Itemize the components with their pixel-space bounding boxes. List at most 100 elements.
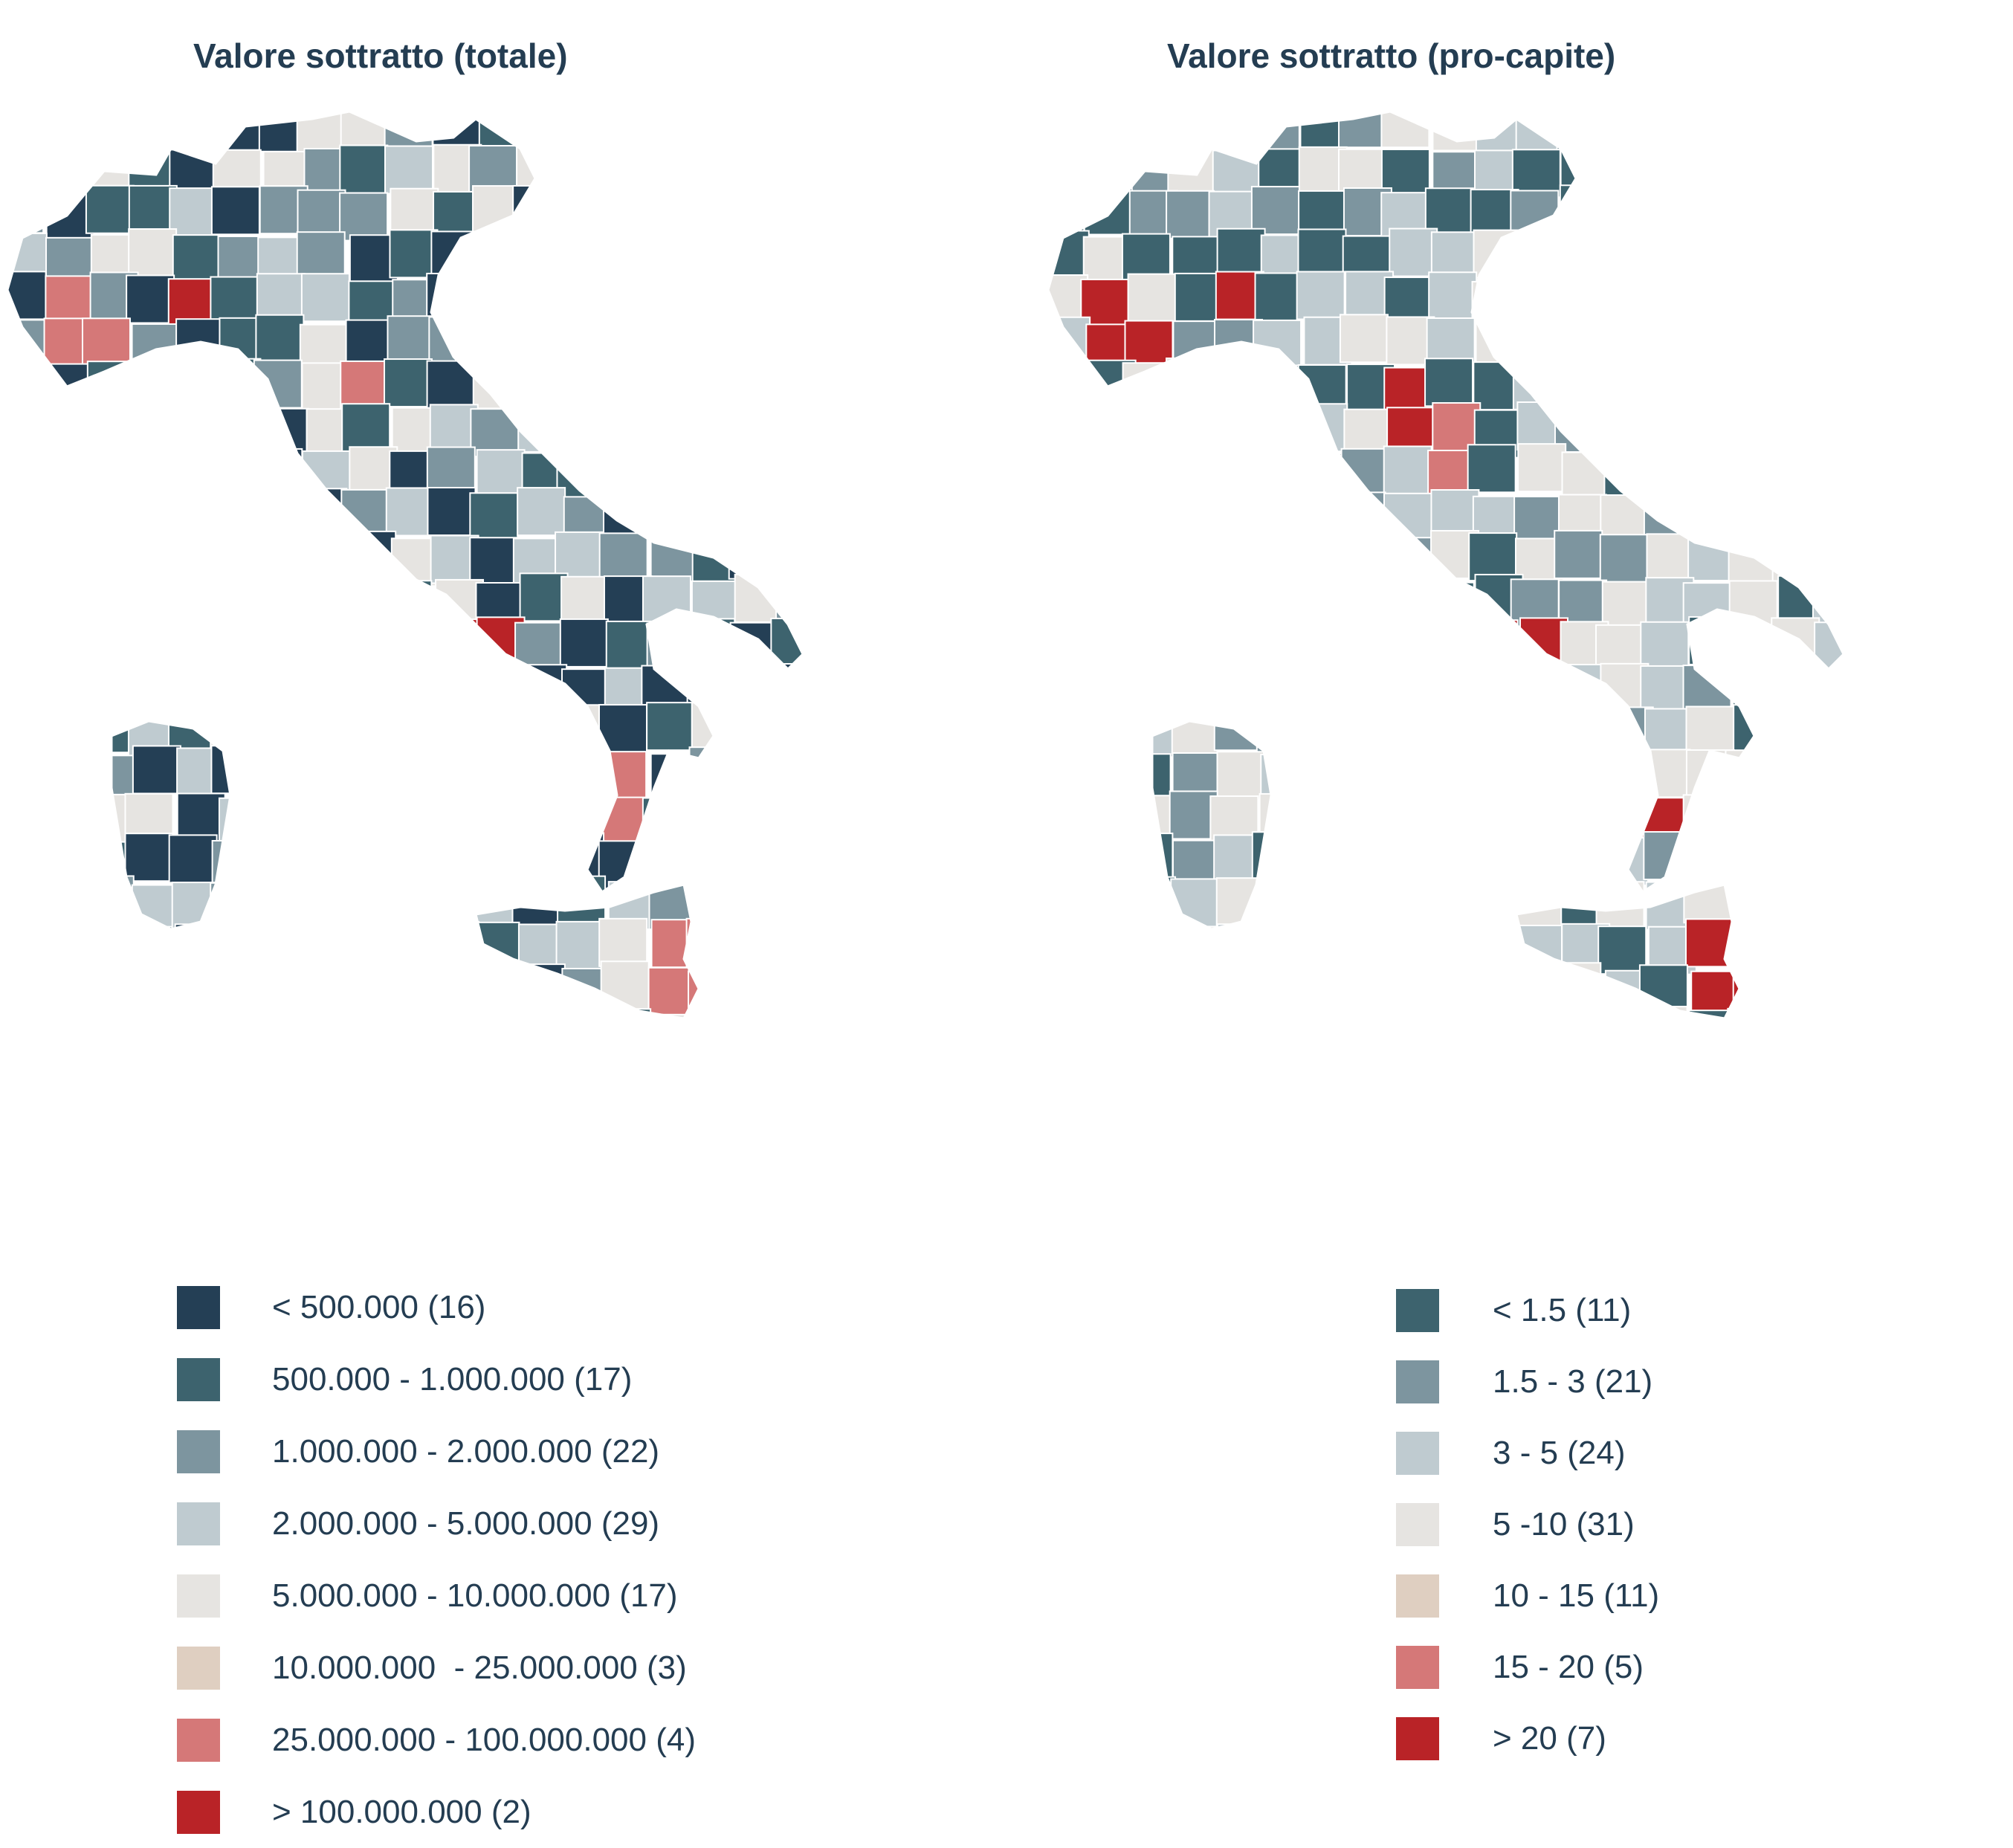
province-region	[1432, 112, 1482, 152]
province-region	[1084, 925, 1134, 975]
province-region	[1603, 314, 1652, 364]
province-region	[1597, 272, 1647, 322]
province-region	[1812, 112, 1844, 153]
province-region	[7, 112, 48, 153]
province-region	[1173, 404, 1223, 453]
province-region	[602, 142, 652, 192]
province-region	[1339, 314, 1389, 364]
province-region	[650, 919, 700, 969]
province-region	[1516, 1056, 1564, 1103]
legend-label: 5 -10 (31)	[1493, 1506, 1635, 1542]
province-region	[1688, 1056, 1736, 1104]
province-region	[1081, 963, 1131, 1012]
province-region	[1690, 450, 1739, 500]
province-region	[1251, 831, 1301, 881]
legend-item: 10.000.000 - 25.000.000 (3)	[177, 1632, 696, 1704]
legend-total: < 500.000 (16) 500.000 - 1.000.000 (17) 1.…	[177, 1271, 696, 1848]
province-region	[1215, 961, 1264, 1011]
province-region	[737, 882, 786, 931]
province-region	[559, 150, 609, 200]
province-region	[1774, 834, 1824, 884]
province-region	[1518, 277, 1568, 327]
province-region	[1258, 877, 1308, 927]
province-region	[1431, 662, 1481, 712]
province-region	[649, 229, 699, 279]
province-region	[127, 624, 177, 673]
province-region	[349, 617, 398, 667]
legend-label: 2.000.000 - 5.000.000 (29)	[272, 1505, 660, 1542]
province-region	[478, 112, 528, 152]
province-region	[690, 112, 740, 152]
province-region	[1647, 112, 1697, 148]
province-region	[1127, 876, 1177, 925]
legend-label: > 100.000.000 (2)	[272, 1793, 531, 1830]
province-region	[81, 112, 131, 157]
province-region	[1467, 444, 1516, 494]
province-region	[731, 361, 781, 410]
province-region	[253, 359, 303, 409]
province-region	[1344, 577, 1394, 627]
province-region	[1554, 792, 1604, 841]
province-region	[1734, 927, 1784, 977]
province-region	[727, 708, 777, 758]
province-region	[470, 751, 520, 801]
province-region	[255, 314, 305, 364]
province-region	[45, 275, 94, 325]
province-region	[175, 1050, 223, 1097]
province-region	[774, 408, 803, 458]
province-region	[300, 273, 350, 323]
province-region	[650, 112, 699, 152]
province-region	[772, 927, 803, 977]
map-regions	[7, 112, 803, 1097]
province-region	[130, 539, 180, 589]
province-region	[296, 231, 346, 281]
province-region	[171, 404, 221, 454]
province-region	[1509, 1011, 1559, 1018]
province-region	[345, 790, 395, 840]
province-region	[432, 965, 482, 1015]
province-region	[1168, 659, 1218, 709]
province-region	[1601, 410, 1651, 459]
province-region	[1812, 1005, 1844, 1018]
province-region	[1644, 708, 1693, 757]
province-region	[1250, 186, 1300, 236]
province-region	[40, 622, 90, 672]
province-region	[731, 193, 781, 243]
province-region	[1257, 961, 1307, 1011]
province-region	[1775, 491, 1825, 540]
province-region	[1513, 705, 1563, 755]
province-region	[340, 360, 390, 410]
province-region	[1595, 881, 1645, 931]
province-region	[433, 752, 482, 802]
province-region	[1389, 227, 1438, 277]
province-region	[7, 575, 44, 624]
province-region	[774, 532, 803, 581]
province-region	[734, 663, 784, 713]
province-region	[728, 833, 778, 882]
province-region	[1728, 402, 1778, 452]
province-region	[1127, 273, 1177, 323]
province-region	[1553, 236, 1603, 286]
province-region	[1172, 925, 1222, 975]
province-region	[1123, 112, 1173, 148]
province-region	[305, 530, 355, 580]
province-region	[1048, 747, 1091, 797]
province-region	[432, 112, 482, 150]
province-region	[216, 1009, 266, 1018]
province-region	[1638, 964, 1688, 1014]
province-region	[261, 532, 311, 581]
province-region	[39, 881, 88, 931]
province-region	[1085, 793, 1135, 843]
legend-item: 5.000.000 - 10.000.000 (17)	[177, 1560, 696, 1632]
province-region	[1731, 186, 1780, 236]
province-region	[167, 1007, 216, 1018]
province-region	[1819, 233, 1844, 282]
province-region	[1165, 1004, 1215, 1018]
province-region	[7, 617, 49, 667]
province-region	[1083, 150, 1133, 200]
province-region	[7, 750, 53, 800]
province-region	[1048, 663, 1087, 713]
province-region	[85, 875, 135, 925]
province-region	[384, 112, 433, 152]
province-region	[257, 625, 307, 675]
